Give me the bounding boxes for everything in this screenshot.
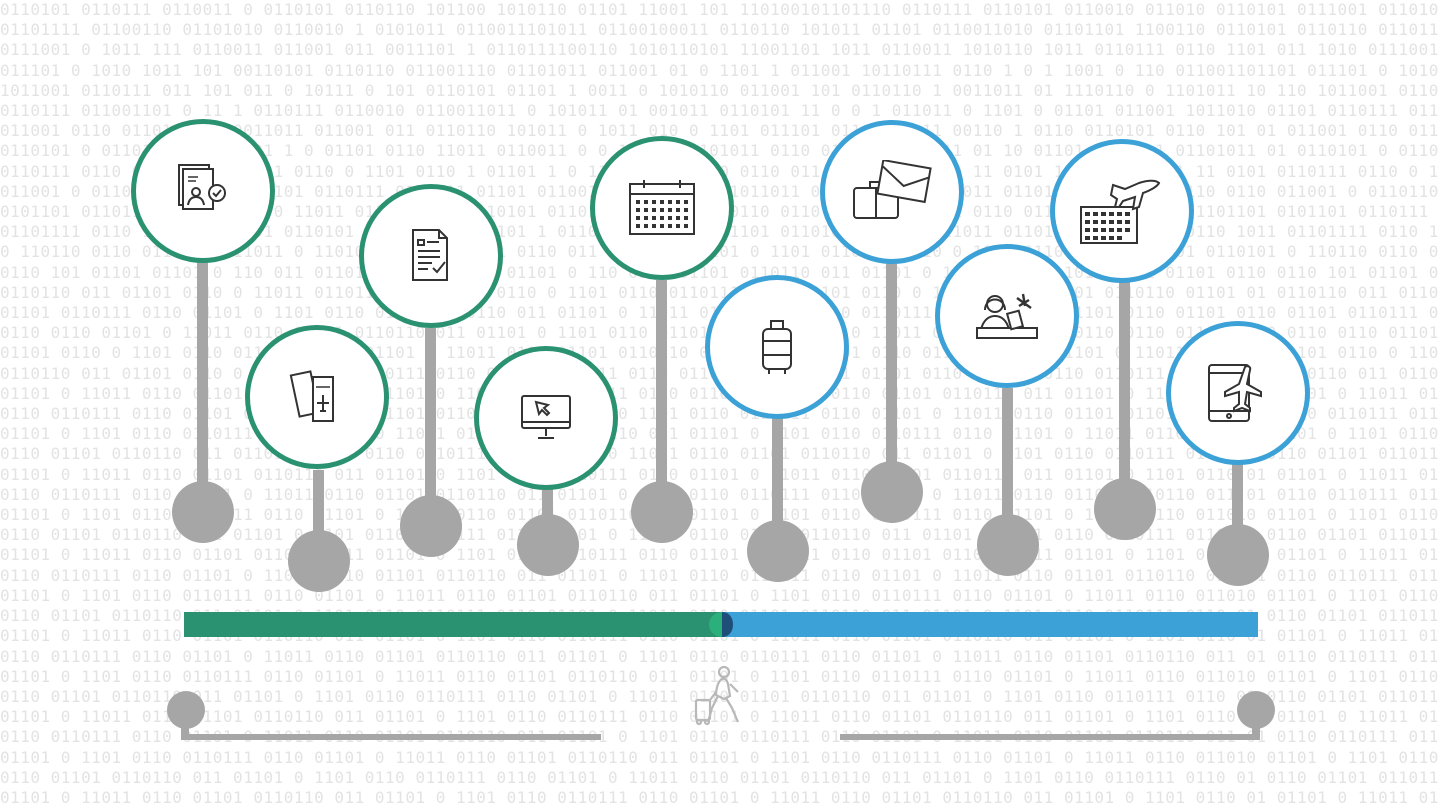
computer-monitor-cursor-icon: [521, 395, 571, 439]
bracket-line-right: [840, 734, 1260, 740]
rolling-suitcase-icon: [762, 320, 792, 374]
stem-1: [197, 262, 208, 512]
stem-5: [656, 280, 667, 512]
timeline-bar-phase-one: [184, 612, 722, 637]
traveler-with-suitcase-icon: [694, 665, 740, 726]
milestone-10: [1166, 321, 1310, 465]
milestone-4: [474, 346, 618, 490]
envelope-luggage-icon: [853, 160, 932, 219]
stem-6: [772, 418, 783, 550]
node-dot-4: [517, 514, 579, 576]
tablet-airplane-icon: [1208, 364, 1262, 422]
milestone-8: [935, 244, 1079, 388]
stem-10: [1232, 464, 1243, 554]
node-dot-2: [288, 530, 350, 592]
boarding-passes-icon: [289, 370, 334, 422]
stem-2: [313, 470, 324, 560]
node-dot-8: [977, 514, 1039, 576]
node-dot-10: [1207, 524, 1269, 586]
milestone-3: [359, 184, 503, 328]
stem-8: [1002, 388, 1013, 544]
milestone-2: [245, 325, 389, 469]
calendar-icon: [629, 180, 695, 235]
end-marker: [1237, 691, 1275, 729]
node-dot-3: [400, 495, 462, 557]
milestone-9: [1050, 139, 1194, 283]
milestone-6: [705, 275, 849, 419]
stem-9: [1119, 282, 1130, 508]
node-dot-9: [1094, 478, 1156, 540]
milestone-5: [590, 136, 734, 280]
bracket-line-left: [181, 734, 601, 740]
end-marker-stem: [1252, 720, 1260, 740]
node-dot-6: [747, 520, 809, 582]
node-dot-7: [861, 461, 923, 523]
node-dot-1: [172, 481, 234, 543]
travel-agent-desk-icon: [976, 293, 1038, 339]
stem-7: [886, 262, 897, 492]
checklist-form-icon: [412, 229, 448, 281]
identity-document-check-icon: [178, 164, 226, 210]
milestone-7: [820, 120, 964, 264]
timeline-bar-phase-two: [722, 612, 1258, 637]
start-marker-stem: [181, 720, 189, 740]
phase-divider: [709, 612, 733, 637]
calendar-airplane-icon: [1080, 179, 1161, 244]
milestone-1: [131, 119, 275, 263]
node-dot-5: [631, 481, 693, 543]
stem-3: [425, 328, 436, 526]
